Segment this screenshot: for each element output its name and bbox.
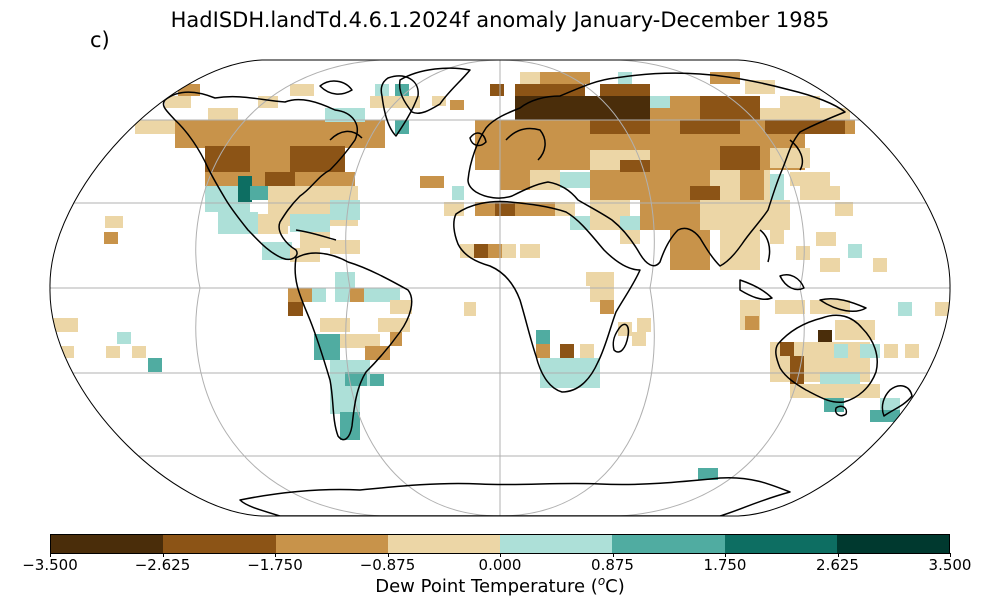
colorbar-tickmark: [162, 553, 164, 557]
colorbar-tickmark: [612, 553, 614, 557]
colorbar-tick-label: 3.500: [928, 556, 972, 574]
colorbar-tickmark: [837, 553, 839, 557]
colorbar-tick-label: −2.625: [134, 556, 191, 574]
colorbar-swatch: [724, 535, 837, 553]
colorbar-swatch: [500, 535, 613, 553]
colorbar-label: Dew Point Temperature (oC): [375, 574, 625, 597]
colorbar-ticks: −3.500 −2.625 −1.750 −0.875 0.000 0.875 1.750 2…: [22, 553, 971, 580]
colorbar-tickmark: [500, 553, 501, 557]
panel-label: c): [90, 28, 110, 52]
colorbar-swatch: [275, 535, 388, 553]
colorbar-swatch: [163, 535, 276, 553]
colorbar-swatch: [51, 535, 164, 553]
colorbar-tick-label: 2.625: [816, 556, 859, 574]
globe-outline: [49, 59, 951, 517]
colorbar: [50, 534, 950, 554]
colorbar-tickmark: [50, 553, 51, 557]
colorbar-tick-label: 0.875: [591, 556, 634, 574]
colorbar-swatch: [836, 535, 949, 553]
colorbar-tick-label: −1.750: [247, 556, 303, 574]
colorbar-tickmark: [950, 553, 951, 557]
colorbar-tickmark: [387, 553, 389, 557]
coastlines: [162, 67, 913, 516]
colorbar-tick-label: −3.500: [22, 556, 78, 574]
colorbar-tick-label: 1.750: [703, 556, 747, 574]
colorbar-tick-label: 0.000: [478, 556, 522, 574]
chart-title: HadISDH.landTd.4.6.1.2024f anomaly Janua…: [170, 8, 830, 32]
colorbar-tick-label: −0.875: [359, 556, 416, 574]
colorbar-tickmark: [275, 553, 276, 557]
colorbar-swatch: [612, 535, 725, 553]
anomaly-grid-cells: [52, 72, 949, 480]
colorbar-tickmark: [725, 553, 726, 557]
colorbar-swatch: [387, 535, 500, 553]
